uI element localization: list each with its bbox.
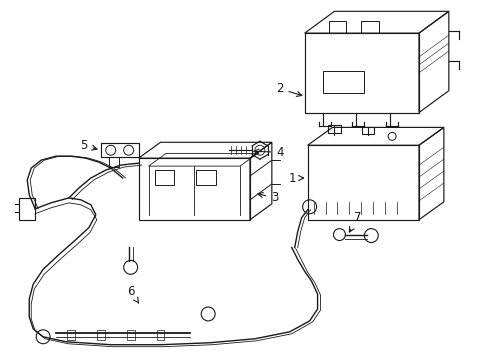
Bar (108, 157, 119, 167)
Bar (154, 170, 174, 185)
Bar (362, 127, 373, 134)
Text: 4: 4 (253, 146, 283, 159)
Bar (97, 330, 104, 340)
Text: 3: 3 (257, 192, 278, 204)
Bar (361, 21, 379, 33)
Text: 7: 7 (348, 211, 360, 232)
Bar (156, 330, 164, 340)
Bar (101, 143, 138, 157)
Text: 1: 1 (288, 171, 303, 185)
Bar (196, 170, 216, 185)
Text: 6: 6 (127, 285, 138, 303)
Bar (322, 71, 364, 93)
Bar (327, 125, 341, 132)
Bar (126, 330, 134, 340)
Text: 5: 5 (80, 139, 97, 152)
Bar (328, 21, 346, 33)
Bar (67, 330, 75, 340)
Bar (19, 198, 35, 220)
Text: 2: 2 (276, 82, 301, 96)
